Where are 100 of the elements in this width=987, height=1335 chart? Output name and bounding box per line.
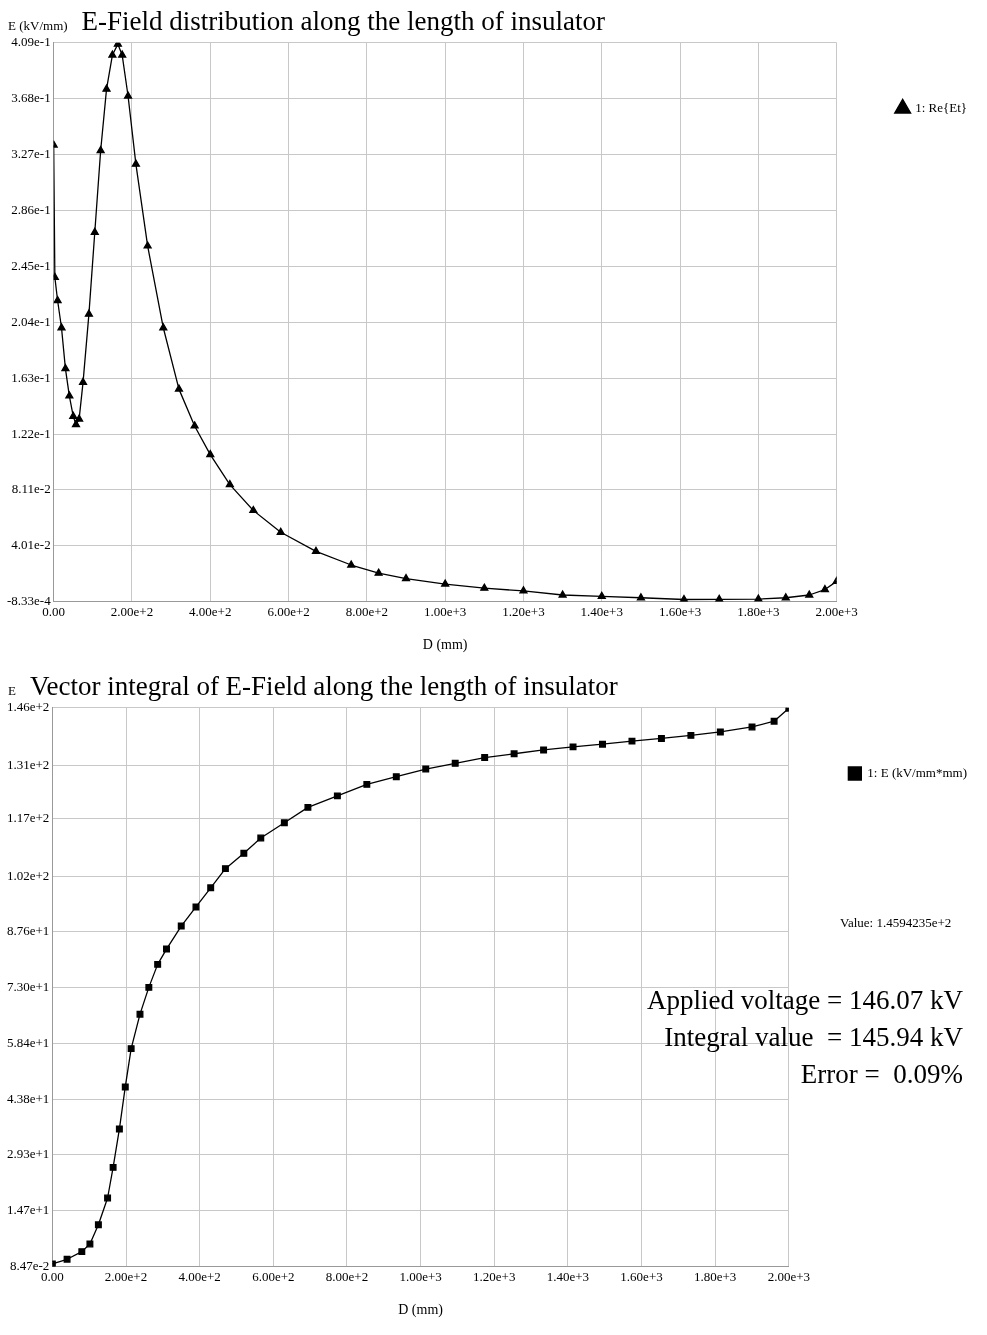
point (94, 1221, 102, 1229)
x-tick-label: 6.00e+2 (267, 603, 310, 619)
point (131, 159, 141, 167)
point (90, 227, 99, 235)
point (159, 323, 168, 331)
y-tick-label: 8.76e+1 (6, 922, 50, 938)
y-tick-label: 2.45e-1 (11, 257, 51, 273)
point (687, 731, 695, 739)
point (61, 364, 70, 372)
point (84, 309, 94, 317)
point (174, 384, 184, 392)
x-tick-label: 1.20e+3 (473, 1268, 516, 1284)
point (599, 740, 606, 748)
point (249, 505, 258, 514)
x-axis-title: D (mm) (398, 1302, 444, 1319)
point (53, 295, 62, 304)
y-tick-label: 7.30e+1 (6, 978, 50, 994)
point (716, 728, 724, 736)
legend-label: 1: E (kV/mm*mm) (867, 764, 968, 780)
point (69, 411, 78, 420)
x-tick-label: 1.60e+3 (620, 1268, 663, 1284)
y-tick-label: 8.47e-2 (9, 1258, 50, 1274)
point (109, 1163, 117, 1171)
point (192, 903, 200, 911)
point (540, 746, 548, 754)
y-tick-label: 4.38e+1 (6, 1090, 50, 1106)
point (221, 865, 229, 873)
y-tick-label: 2.93e+1 (6, 1146, 50, 1162)
y-tick-label: 1.47e+1 (6, 1202, 50, 1218)
x-tick-label: 2.00e+2 (110, 603, 154, 619)
y-tick-label: 1.22e-1 (11, 425, 51, 441)
point (657, 734, 665, 742)
point (240, 849, 248, 857)
y-tick-label: 1.46e+2 (6, 699, 50, 715)
legend-label: 1: Re{Et} (915, 99, 968, 115)
point (145, 983, 153, 991)
point (86, 1240, 94, 1248)
point (304, 803, 312, 811)
x-tick-label: 1.00e+3 (423, 603, 467, 619)
point (75, 414, 84, 422)
x-tick-label: 6.00e+2 (252, 1268, 295, 1284)
x-tick-label: 8.00e+2 (345, 603, 389, 619)
x-tick-label: 1.80e+3 (737, 603, 780, 619)
point (422, 765, 430, 773)
x-tick-label: 1.40e+3 (546, 1268, 590, 1284)
point (225, 479, 234, 488)
point (781, 593, 790, 601)
point (636, 593, 646, 601)
point (276, 527, 285, 535)
y-tick-label: 1.63e-1 (11, 369, 51, 385)
x-axis-title: D (mm) (422, 637, 468, 654)
chart-title: Vector integral of E-Field along the length of insulator (29, 671, 618, 702)
chart-title: E-Field distribution along the length of insulator (81, 6, 606, 37)
y-tick-label: 2.86e-1 (11, 201, 51, 217)
point (63, 1255, 71, 1263)
x-tick-label: 1.20e+3 (502, 603, 545, 619)
point (102, 84, 111, 92)
point (401, 574, 411, 582)
point (108, 50, 117, 58)
point (65, 391, 74, 399)
y-tick-label: 2.04e-1 (11, 313, 51, 329)
point (311, 546, 321, 555)
point (78, 377, 88, 385)
y-tick-label: 1.17e+2 (6, 810, 50, 826)
point (118, 50, 127, 58)
annotation: Applied voltage = 146.07 kV (647, 984, 963, 1017)
y-tick-label: 1.31e+2 (6, 756, 50, 772)
x-tick-label: 4.00e+2 (178, 1268, 221, 1284)
y-tick-label: -8.33e-4 (6, 593, 52, 609)
point (123, 91, 133, 99)
y-tick-label: 4.09e-1 (11, 34, 51, 50)
point (154, 960, 162, 968)
point (163, 945, 170, 953)
point (597, 591, 606, 600)
point (96, 145, 105, 154)
annotation: Integral value = 145.94 kV (664, 1021, 963, 1054)
y-axis-title: E (kV/mm) (8, 18, 68, 34)
point (481, 754, 489, 762)
point (480, 583, 489, 591)
x-tick-label: 4.00e+2 (189, 603, 232, 619)
point (519, 586, 528, 594)
y-tick-label: 3.68e-1 (11, 90, 51, 106)
point (127, 1045, 135, 1053)
point (628, 737, 636, 745)
point (558, 590, 567, 598)
point (770, 717, 778, 725)
point (347, 560, 356, 568)
point (78, 1248, 86, 1256)
point (441, 579, 450, 587)
text: Value: 1.4594235e+2 (840, 915, 952, 931)
y-tick-label: 5.84e+1 (6, 1034, 50, 1050)
point (569, 743, 577, 751)
point (57, 323, 66, 331)
x-tick-label: 1.40e+3 (580, 603, 623, 619)
x-tick-label: 1.80e+3 (694, 1268, 737, 1284)
y-axis-title: E (8, 683, 16, 699)
x-tick-label: 1.60e+3 (658, 603, 702, 619)
point (451, 759, 459, 767)
point (805, 590, 814, 598)
point (207, 884, 215, 892)
